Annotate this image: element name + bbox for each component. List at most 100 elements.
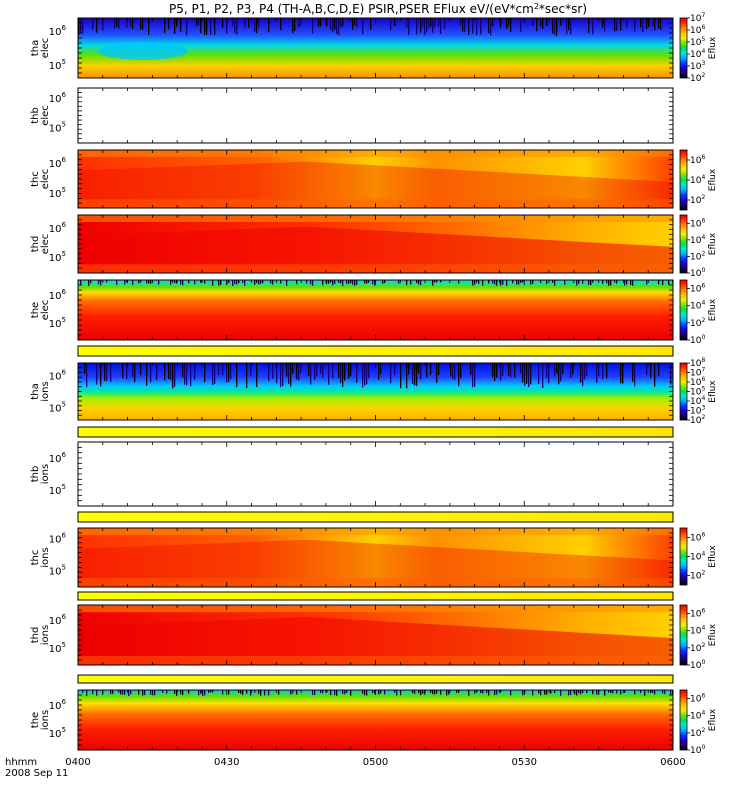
title-superscript: 2 bbox=[534, 2, 539, 11]
ytick-label: 106 bbox=[49, 221, 67, 235]
colorbar-tick: 104 bbox=[690, 710, 705, 722]
colorbar: 106 104 102 100 Eflux bbox=[679, 689, 718, 756]
colorbar-tick: 100 bbox=[690, 744, 705, 756]
colorbar-tick: 102 bbox=[690, 414, 705, 426]
colorbar-tick: 106 bbox=[690, 532, 705, 544]
yellow-strip bbox=[77, 674, 674, 684]
svg-text:elec: elec bbox=[40, 38, 51, 59]
svg-text:elec: elec bbox=[40, 169, 51, 190]
noise-speckle bbox=[80, 280, 674, 286]
colorbar-title: Eflux bbox=[708, 232, 718, 255]
noise-speckle bbox=[84, 363, 672, 389]
colorbar-tick: 104 bbox=[690, 300, 705, 312]
colorbar-title: Eflux bbox=[708, 168, 718, 191]
panel-ylabel: thd elec bbox=[30, 234, 51, 255]
ytick-label: 105 bbox=[49, 121, 66, 135]
colorbar-tick: 106 bbox=[690, 154, 705, 166]
yellow-strip bbox=[77, 426, 674, 438]
xtick-label: 0600 bbox=[660, 757, 685, 768]
spectrogram-image bbox=[78, 150, 673, 208]
colorbar-tick: 102 bbox=[690, 727, 705, 739]
colorbar-tick: 105 bbox=[690, 386, 705, 398]
ytick-label: 106 bbox=[49, 288, 67, 302]
colorbar-tick: 106 bbox=[690, 693, 705, 705]
panel-ylabel: thb ions bbox=[30, 464, 51, 484]
panel-ylabel: the elec bbox=[30, 300, 51, 321]
spectrogram-band bbox=[78, 617, 673, 665]
ytick-label: 105 bbox=[49, 58, 66, 72]
colorbar-title: Eflux bbox=[708, 380, 718, 403]
panel-ylabel: the ions bbox=[30, 710, 51, 730]
svg-text:elec: elec bbox=[40, 234, 51, 255]
colorbar-tick: 100 bbox=[690, 334, 705, 346]
colorbar-tick: 102 bbox=[690, 250, 705, 262]
yellow-strip bbox=[77, 345, 674, 357]
colorbar-title: Eflux bbox=[708, 708, 718, 731]
yellow-strip bbox=[77, 511, 674, 523]
colorbar-title: Eflux bbox=[708, 36, 718, 59]
svg-text:the: the bbox=[30, 302, 41, 318]
colorbar-tick: 104 bbox=[690, 174, 705, 186]
colorbar-tick: 103 bbox=[690, 405, 705, 417]
ytick-label: 106 bbox=[49, 91, 67, 105]
spectrogram-band bbox=[78, 539, 673, 587]
ytick-label: 106 bbox=[49, 613, 67, 627]
ytick-label: 105 bbox=[49, 726, 66, 740]
ytick-label: 105 bbox=[49, 316, 66, 330]
ytick-label: 105 bbox=[49, 483, 66, 497]
ytick-label: 106 bbox=[49, 698, 67, 712]
panel-ylabel: tha ions bbox=[30, 381, 51, 401]
colorbar-tick: 100 bbox=[690, 267, 705, 279]
figure-title: P5, P1, P2, P3, P4 (TH-A,B,C,D,E) PSIR,P… bbox=[169, 2, 587, 16]
svg-text:elec: elec bbox=[40, 105, 51, 126]
spectrogram-image bbox=[78, 528, 673, 587]
ytick-label: 105 bbox=[49, 250, 66, 264]
spectrogram-band bbox=[98, 42, 188, 60]
svg-text:ions: ions bbox=[40, 381, 51, 401]
colorbar-tick: 104 bbox=[690, 234, 705, 246]
panel-ylabel: tha elec bbox=[30, 38, 51, 59]
colorbar-tick: 108 bbox=[690, 357, 705, 369]
spectrogram-band bbox=[78, 161, 673, 208]
svg-text:ions: ions bbox=[40, 710, 51, 730]
noise-speckle bbox=[82, 690, 674, 696]
title-end: *sec*sr) bbox=[539, 2, 587, 16]
colorbar-title: Eflux bbox=[708, 623, 718, 646]
colorbar-tick: 107 bbox=[690, 12, 705, 24]
ytick-label: 105 bbox=[49, 563, 66, 577]
colorbar: 106 104 102 100 Eflux bbox=[679, 604, 718, 671]
xtick-label: 0400 bbox=[65, 757, 90, 768]
svg-text:ions: ions bbox=[40, 464, 51, 484]
xtick-label: 0430 bbox=[214, 757, 239, 768]
colorbar-tick: 104 bbox=[690, 395, 705, 407]
colorbar-tick: 106 bbox=[690, 608, 705, 620]
colorbar-tick: 106 bbox=[690, 24, 705, 36]
noise-speckle bbox=[78, 18, 662, 36]
spectrogram-image bbox=[78, 690, 673, 750]
svg-text:thb: thb bbox=[30, 466, 41, 483]
colorbar-tick: 106 bbox=[690, 283, 705, 295]
svg-text:thd: thd bbox=[30, 236, 41, 253]
ytick-label: 106 bbox=[49, 156, 67, 170]
colorbar-tick: 106 bbox=[690, 217, 705, 229]
colorbar-tick: 104 bbox=[690, 625, 705, 637]
colorbar-tick: 103 bbox=[690, 60, 705, 72]
colorbar-tick: 105 bbox=[690, 36, 705, 48]
svg-text:the: the bbox=[30, 712, 41, 728]
colorbar-tick: 104 bbox=[690, 551, 705, 563]
yellow-strip bbox=[77, 591, 674, 601]
svg-text:tha: tha bbox=[30, 40, 41, 56]
xtick-label: 0530 bbox=[512, 757, 537, 768]
xaxis-date: 2008 Sep 11 bbox=[5, 768, 68, 779]
svg-text:ions: ions bbox=[40, 547, 51, 567]
panel-ylabel: thb elec bbox=[30, 105, 51, 126]
